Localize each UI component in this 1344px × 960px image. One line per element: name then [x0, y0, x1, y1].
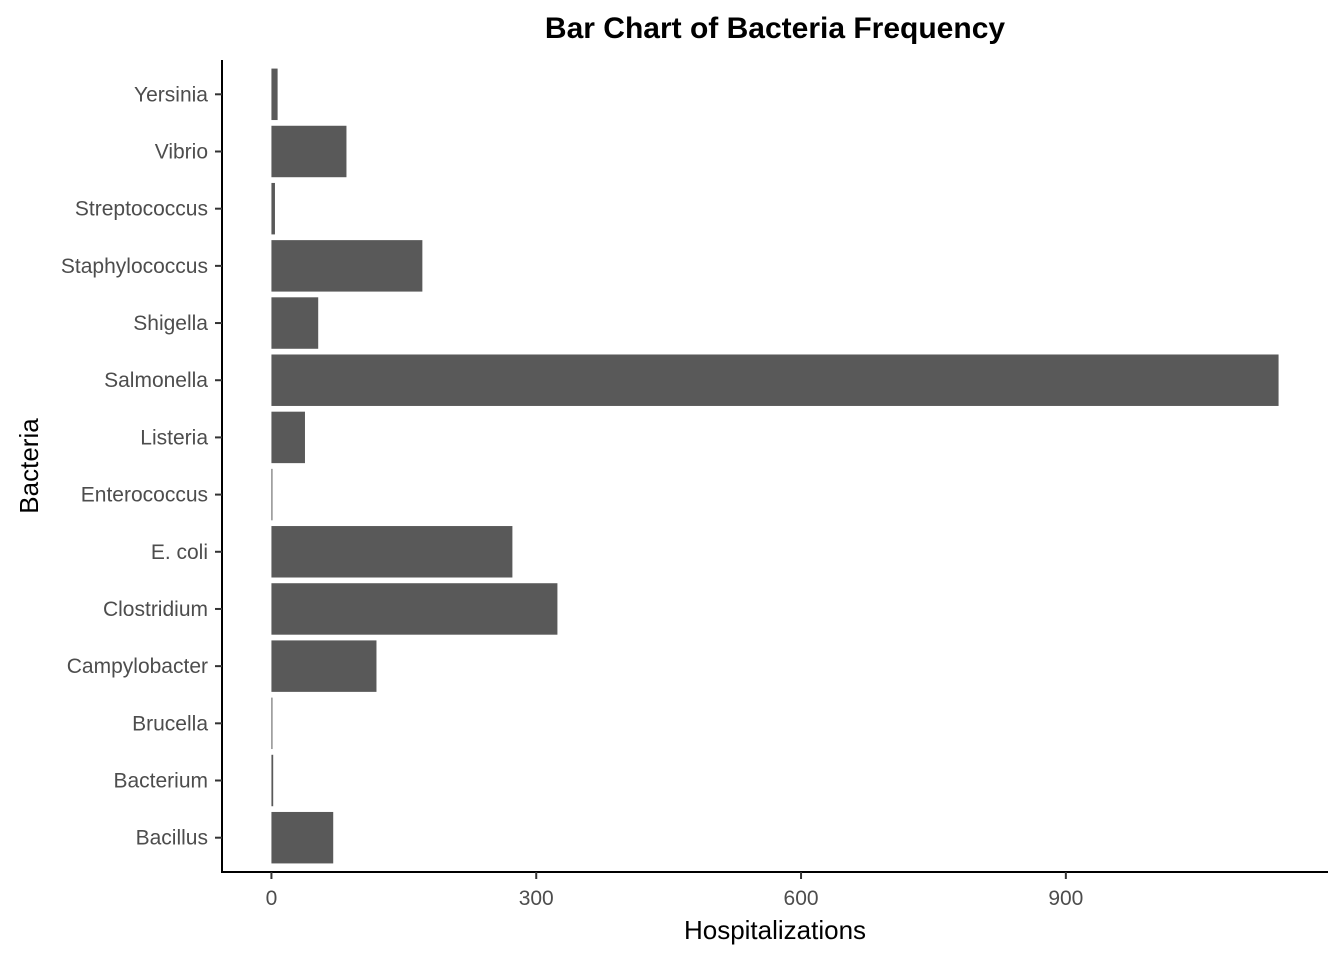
x-tick-label: 300	[519, 887, 554, 910]
y-tick-label: Shigella	[133, 312, 208, 335]
bar-e-coli	[271, 526, 513, 578]
y-tick-label: Streptococcus	[75, 198, 208, 221]
bar-clostridium	[271, 583, 558, 635]
y-axis-title: Bacteria	[14, 418, 44, 514]
x-axis: 0 300 600 900	[221, 871, 1328, 910]
bar-staphylococcus	[271, 240, 423, 292]
y-tick-label: Salmonella	[104, 369, 208, 392]
y-tick-label: Brucella	[132, 712, 208, 735]
y-tick-label: Bacterium	[113, 770, 208, 793]
y-tick-label: Clostridium	[103, 598, 208, 621]
y-tick-label: Yersinia	[134, 83, 208, 106]
bar-bacillus	[271, 811, 334, 864]
x-tick-label: 0	[266, 887, 278, 910]
bar-listeria	[271, 411, 305, 464]
y-tick-label: Staphylococcus	[61, 255, 208, 278]
y-axis: Bacillus Bacterium Brucella Campylobacter Cl…	[61, 60, 223, 873]
bar-campylobacter	[271, 640, 377, 692]
bar-yersinia	[271, 68, 278, 121]
bar-streptococcus	[271, 182, 275, 235]
bar-shigella	[271, 297, 319, 349]
y-tick-label: Vibrio	[155, 140, 208, 163]
y-tick-label: Campylobacter	[67, 655, 208, 678]
bars-group	[271, 68, 1279, 864]
bar-bacterium	[271, 754, 274, 807]
y-tick-label: Bacillus	[136, 827, 208, 850]
x-axis-title: Hospitalizations	[684, 915, 866, 945]
chart-title: Bar Chart of Bacteria Frequency	[545, 12, 1005, 45]
bar-brucella	[271, 697, 273, 750]
bar-vibrio	[271, 125, 347, 178]
y-tick-label: E. coli	[151, 541, 208, 564]
bar-enterococcus	[271, 468, 273, 521]
x-tick-label: 600	[784, 887, 819, 910]
y-tick-label: Listeria	[140, 426, 208, 449]
bar-salmonella	[271, 354, 1279, 406]
x-tick-label: 900	[1048, 887, 1083, 910]
y-tick-label: Enterococcus	[81, 484, 208, 507]
